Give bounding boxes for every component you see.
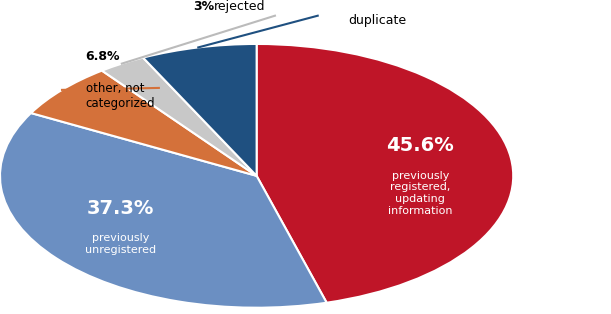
Text: 3%: 3% bbox=[192, 0, 214, 13]
Text: previously
unregistered: previously unregistered bbox=[85, 233, 156, 255]
Wedge shape bbox=[257, 44, 513, 303]
Wedge shape bbox=[31, 71, 257, 176]
Wedge shape bbox=[102, 57, 257, 176]
Text: 6.8%: 6.8% bbox=[86, 50, 120, 63]
Text: 45.6%: 45.6% bbox=[386, 136, 454, 155]
Wedge shape bbox=[143, 44, 257, 176]
Text: previously
registered,
updating
information: previously registered, updating informat… bbox=[388, 171, 453, 216]
Text: 37.3%: 37.3% bbox=[87, 199, 154, 218]
Wedge shape bbox=[0, 113, 327, 308]
Text: other, not
categorized: other, not categorized bbox=[86, 82, 155, 110]
Text: rejected: rejected bbox=[214, 0, 265, 13]
Text: duplicate: duplicate bbox=[348, 14, 406, 27]
